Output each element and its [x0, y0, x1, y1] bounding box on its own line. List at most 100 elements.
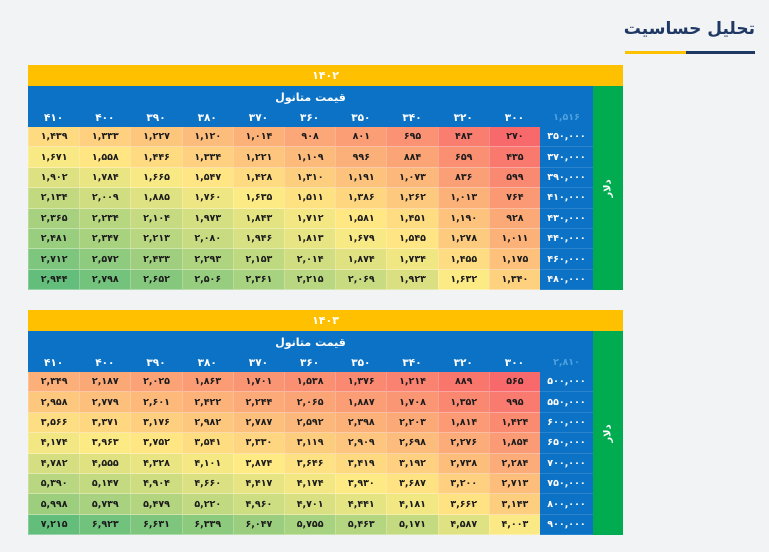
heatmap-cell: ۲,۷۳۸ [437, 453, 489, 474]
heatmap-cell: ۱,۱۹۰ [437, 208, 489, 229]
price-column-header: ۳۰۰ [488, 353, 540, 372]
heatmap-cell: ۲,۰۶۹ [335, 269, 387, 291]
methanol-price-header: قیمت متانول [28, 331, 593, 353]
price-column-header: ۳۶۰ [284, 353, 336, 372]
price-column-header: ۴۰۰ [79, 353, 131, 372]
row-header: ۸۰۰,۰۰۰ [540, 494, 593, 515]
heatmap-cell: ۴,۵۵۵ [79, 453, 131, 474]
heatmap-cell: ۱,۵۳۸ [284, 372, 336, 393]
year-header: ۱۴۰۳ [28, 310, 623, 331]
heatmap-cell: ۱,۴۳۹ [28, 127, 80, 148]
heatmap-cell: ۲,۹۸۲ [181, 412, 233, 434]
heatmap-cell: ۲,۷۹۸ [79, 269, 131, 291]
heatmap-cell: ۴,۱۸۱ [386, 494, 438, 515]
heatmap-cell: ۲,۹۵۸ [28, 392, 80, 413]
heatmap-cell: ۸۳۶ [437, 167, 489, 189]
heatmap-cell: ۱,۲۷۸ [437, 228, 489, 250]
heatmap-cell: ۲,۷۱۲ [28, 249, 80, 270]
heatmap-cell: ۲,۹۴۴ [28, 269, 80, 291]
heatmap-cell: ۱,۸۸۷ [335, 392, 387, 413]
heatmap-cell: ۴,۴۴۱ [335, 494, 387, 515]
heatmap-cell: ۱,۸۵۴ [488, 433, 540, 454]
heatmap-cell: ۱,۷۰۸ [386, 392, 438, 413]
heatmap-cell: ۲,۲۸۴ [488, 453, 540, 474]
heatmap-cell: ۱,۴۲۸ [232, 167, 284, 189]
heatmap-cell: ۹۰۸ [284, 127, 336, 148]
price-column-header: ۴۱۰ [28, 108, 80, 127]
price-column-header: ۳۸۰ [181, 108, 233, 127]
heatmap-cell: ۲,۲۱۳ [130, 228, 182, 250]
price-column-header: ۳۹۰ [130, 353, 182, 372]
heatmap-cell: ۵,۹۹۸ [28, 494, 80, 515]
heatmap-cell: ۹۹۵ [488, 392, 540, 413]
dollar-axis-bar: دلار [593, 331, 623, 536]
heatmap-cell: ۲,۰۸۰ [181, 228, 233, 250]
row-header: ۴۴۰,۰۰۰ [540, 228, 593, 250]
heatmap-cell: ۲,۴۳۳ [130, 249, 182, 270]
heatmap-cell: ۱,۷۸۴ [79, 167, 131, 189]
heatmap-cell: ۲,۳۶۵ [28, 208, 80, 229]
heatmap-cell: ۱,۱۷۵ [488, 249, 540, 270]
row-header: ۴۶۰,۰۰۰ [540, 249, 593, 270]
heatmap-cell: ۱,۰۱۴ [232, 127, 284, 148]
heatmap-cell: ۴,۶۶۰ [181, 473, 233, 495]
heatmap-cell: ۲,۰۲۵ [130, 372, 182, 393]
heatmap-cell: ۱,۲۱۴ [386, 372, 438, 393]
row-header: ۳۵۰,۰۰۰ [540, 127, 593, 148]
heatmap-cell: ۲,۰۱۴ [284, 249, 336, 270]
heatmap-cell: ۱,۴۲۴ [488, 412, 540, 434]
heatmap-cell: ۳,۳۷۱ [79, 412, 131, 434]
report-title-block: تحلیل حساسیت [624, 19, 755, 55]
heatmap-cell: ۵,۱۴۷ [79, 473, 131, 495]
heatmap-cell: ۴,۴۱۷ [232, 473, 284, 495]
heatmap-cell: ۱,۱۹۱ [335, 167, 387, 189]
row-header: ۴۸۰,۰۰۰ [540, 269, 593, 291]
heatmap-cell: ۶,۹۲۳ [79, 514, 131, 536]
row-header: ۷۰۰,۰۰۰ [540, 453, 593, 474]
heatmap-cell: ۱,۶۳۵ [232, 188, 284, 209]
heatmap-cell: ۱,۳۴۰ [488, 269, 540, 291]
heatmap-cell: ۵۹۹ [488, 167, 540, 189]
heatmap-cell: ۵,۱۷۱ [386, 514, 438, 536]
heatmap-cell: ۳,۳۳۰ [232, 433, 284, 454]
heatmap-cell: ۲,۵۹۲ [284, 412, 336, 434]
heatmap-cell: ۲,۰۰۹ [79, 188, 131, 209]
underline-gold-segment [625, 51, 686, 55]
heatmap-cell: ۳,۲۰۰ [437, 473, 489, 495]
heatmap-cell: ۲,۳۴۷ [79, 228, 131, 250]
heatmap-cell: ۴,۷۸۲ [28, 453, 80, 474]
heatmap-cell: ۳,۱۷۶ [130, 412, 182, 434]
heatmap-cell: ۴,۷۰۱ [284, 494, 336, 515]
heatmap-cell: ۱,۶۳۲ [437, 269, 489, 291]
heatmap-cell: ۴,۱۰۱ [181, 453, 233, 474]
sensitivity-heatmap-1402: ۱۴۰۲ دلار قیمت متانول ۱,۵۱۶ ۳۰۰ ۳۲۰ ۳۴۰ ۳۵۰ ۳۶۰ ۳… [28, 65, 623, 291]
heatmap-cell: ۱,۵۴۵ [386, 228, 438, 250]
heatmap-cell: ۲,۹۰۹ [335, 433, 387, 454]
heatmap-cell: ۱,۴۵۱ [386, 208, 438, 229]
heatmap-cell: ۴,۳۲۸ [130, 453, 182, 474]
heatmap-cell: ۴,۹۰۴ [130, 473, 182, 495]
heatmap-cell: ۱,۶۶۵ [130, 167, 182, 189]
heatmap-cell: ۱,۵۴۷ [181, 167, 233, 189]
heatmap-cell: ۱,۹۷۳ [181, 208, 233, 229]
heatmap-cell: ۱,۶۷۱ [28, 147, 80, 168]
row-header: ۹۰۰,۰۰۰ [540, 514, 593, 536]
heatmap-cell: ۱,۳۳۴ [181, 147, 233, 168]
heatmap-cell: ۱,۸۱۴ [437, 412, 489, 434]
heatmap-cell: ۱,۷۳۴ [386, 249, 438, 270]
heatmap-cell: ۲,۶۰۱ [130, 392, 182, 413]
heatmap-cell: ۴,۹۶۰ [232, 494, 284, 515]
heatmap-cell: ۹۹۶ [335, 147, 387, 168]
heatmap-cell: ۵,۳۹۰ [28, 473, 80, 495]
heatmap-cell: ۳,۵۴۱ [181, 433, 233, 454]
row-header: ۴۳۰,۰۰۰ [540, 208, 593, 229]
heatmap-cell: ۱,۵۸۱ [335, 208, 387, 229]
heatmap-cell: ۲۷۰ [488, 127, 540, 148]
heatmap-cell: ۱,۷۱۲ [284, 208, 336, 229]
heatmap-cell: ۱,۱۲۰ [181, 127, 233, 148]
heatmap-cell: ۵۶۵ [488, 372, 540, 393]
heatmap-cell: ۲,۶۹۸ [386, 433, 438, 454]
price-column-header: ۳۵۰ [335, 108, 387, 127]
heatmap-cell: ۳,۱۴۳ [488, 494, 540, 515]
price-column-header: ۳۹۰ [130, 108, 182, 127]
